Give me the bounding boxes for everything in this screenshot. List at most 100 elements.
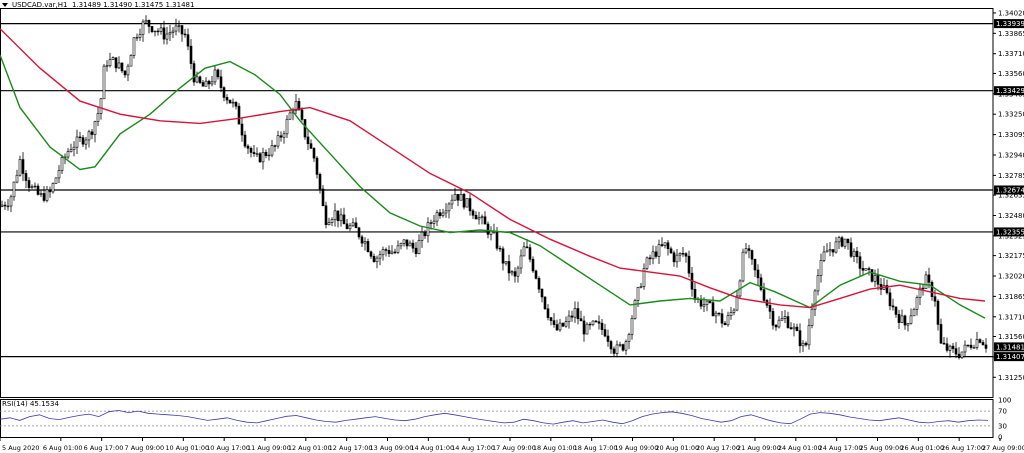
candle-body [972, 347, 976, 349]
candle-body [432, 220, 436, 224]
candle-body [282, 133, 286, 138]
level-price-tag [994, 86, 1024, 96]
candle-body [645, 257, 649, 269]
candle-body [912, 309, 916, 317]
candle-body [246, 145, 250, 149]
candle-body [984, 344, 988, 349]
candle-body [318, 174, 322, 190]
candle-body [294, 101, 298, 111]
candle-body [21, 159, 25, 174]
y-tick-label: 1.32785 [998, 172, 1024, 180]
candle-body [903, 315, 907, 326]
candle-body [243, 134, 247, 147]
candle-body [204, 80, 208, 87]
current-price-tag [994, 342, 1024, 352]
x-tick-label: 14 Aug 17:00 [451, 444, 495, 452]
candle-body [855, 250, 859, 257]
y-tick-label: 1.32020 [998, 272, 1024, 280]
level-price-tag [994, 19, 1024, 29]
candle-body [327, 222, 331, 226]
candle-body [825, 250, 829, 253]
candle-body [819, 260, 823, 276]
candle-body [9, 196, 13, 207]
candle-body [933, 296, 937, 302]
candle-body [486, 223, 490, 235]
level-price-tag [994, 352, 1024, 362]
candle-body [564, 321, 568, 327]
x-tick-label: 19 Aug 09:00 [615, 444, 659, 452]
candle-body [735, 295, 739, 311]
candle-body [498, 247, 502, 250]
candle-body [51, 183, 55, 193]
candle-body [27, 180, 31, 188]
candle-body [222, 87, 226, 98]
candle-body [603, 329, 607, 337]
candle-body [861, 268, 865, 271]
candle-body [579, 318, 583, 322]
candle-body [960, 351, 964, 358]
candle-body [345, 223, 349, 230]
candle-body [177, 25, 181, 27]
candle-body [963, 344, 967, 353]
candle-body [726, 315, 730, 326]
candle-body [186, 34, 190, 47]
candle-body [948, 345, 952, 351]
candle-body [843, 238, 847, 247]
candle-body [618, 344, 622, 346]
candle-body [558, 322, 562, 331]
candle-body [846, 238, 850, 244]
candle-body [807, 325, 811, 346]
candle-body [747, 248, 751, 251]
x-tick-label: 21 Aug 09:00 [737, 444, 781, 452]
candle-body [609, 341, 613, 350]
candle-body [6, 205, 10, 208]
candle-body [387, 250, 391, 254]
candle-body [324, 205, 328, 226]
level-price-tag [994, 227, 1024, 237]
candle-body [786, 316, 790, 328]
candle-body [897, 314, 901, 323]
candle-body [648, 257, 652, 260]
x-tick-label: 20 Aug 17:00 [696, 444, 740, 452]
candle-body [591, 320, 595, 325]
candle-body [876, 275, 880, 285]
candle-body [756, 269, 760, 279]
candle-body [87, 131, 91, 141]
candle-body [33, 185, 37, 188]
candle-body [543, 296, 547, 310]
candle-body [93, 121, 97, 135]
candle-body [363, 241, 367, 244]
dropdown-triangle-icon[interactable] [2, 3, 8, 7]
candle-body [441, 212, 445, 217]
candle-body [39, 193, 43, 195]
candle-body [390, 251, 394, 254]
candle-body [108, 59, 112, 67]
candle-body [237, 105, 241, 125]
current-price-text: 1.31481 [996, 343, 1024, 351]
candle-body [516, 267, 520, 277]
candle-body [309, 143, 313, 149]
candle-body [840, 237, 844, 247]
level-price-text: 1.31407 [996, 353, 1024, 361]
candle-body [354, 222, 358, 229]
candle-body [780, 318, 784, 321]
candle-body [3, 204, 7, 207]
candle-body [270, 145, 274, 156]
candle-body [954, 348, 958, 355]
candle-body [741, 251, 745, 282]
candle-body [96, 113, 100, 122]
candle-body [597, 321, 601, 324]
candle-body [567, 315, 571, 323]
candle-body [105, 65, 109, 67]
candle-body [135, 37, 139, 39]
candle-body [399, 243, 403, 247]
candle-body [72, 146, 76, 150]
candle-body [852, 250, 856, 257]
candle-body [930, 282, 934, 297]
candle-body [894, 306, 898, 315]
candle-body [165, 33, 169, 40]
candle-body [420, 231, 424, 241]
candle-body [30, 186, 34, 188]
candle-body [366, 241, 370, 253]
